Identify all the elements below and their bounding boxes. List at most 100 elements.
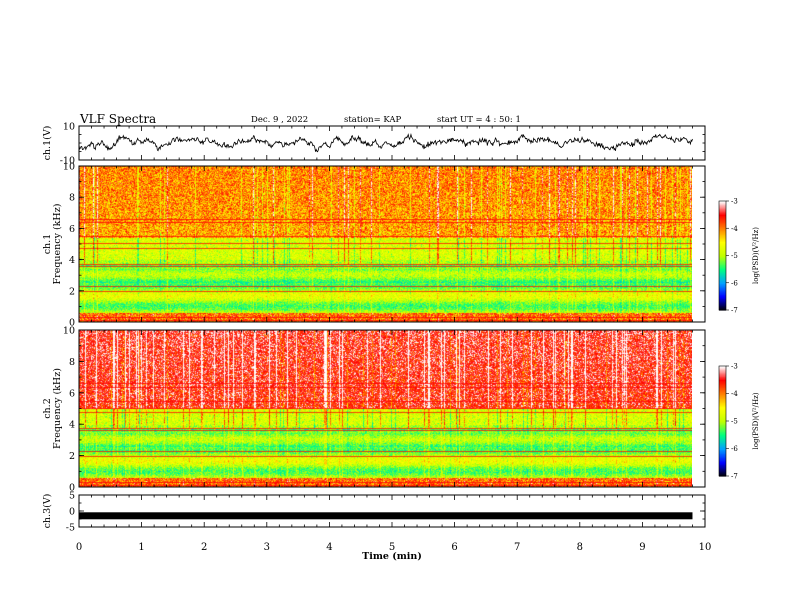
colorbar-2-swatch [719, 443, 726, 445]
ch1-freq-axis-label: Frequency (kHz) [52, 204, 63, 285]
colorbar-2-swatch [719, 390, 726, 393]
colorbar-2-swatch [719, 404, 726, 407]
colorbar-1-swatch [719, 271, 726, 274]
colorbar-2-swatch [719, 449, 726, 452]
colorbar-1-swatch [719, 251, 726, 254]
colorbar-2-swatch [719, 459, 726, 462]
header-start-ut: start UT = 4 : 50: 1 [437, 115, 521, 125]
colorbar-1-swatch [719, 266, 726, 269]
colorbar-1-swatch [719, 252, 726, 255]
colorbar-2-swatch [719, 374, 726, 377]
colorbar-2-swatch [719, 438, 726, 441]
colorbar-1-swatch [719, 301, 726, 304]
colorbar-1-swatch [719, 288, 726, 291]
colorbar-1-swatch [719, 228, 726, 231]
colorbar-2-swatch [719, 434, 726, 437]
colorbar-1-swatch [719, 239, 726, 242]
colorbar-1-swatch [719, 229, 726, 232]
ch1-trace-line [78, 133, 693, 153]
colorbar-1-swatch [719, 278, 726, 281]
colorbar-1-swatch [719, 240, 726, 243]
colorbar-2-swatch [719, 399, 726, 401]
colorbar-2-swatch [719, 418, 726, 421]
colorbar-2-swatch [719, 392, 726, 395]
colorbar-2-swatch [719, 415, 726, 418]
colorbar-2-swatch [719, 389, 726, 392]
colorbar-1-swatch [719, 202, 726, 205]
colorbar-2-swatch [719, 426, 726, 429]
colorbar-2-swatch [719, 419, 726, 422]
colorbar-2-swatch [719, 444, 726, 447]
colorbar-1-swatch [719, 203, 726, 206]
colorbar-1-swatch [719, 217, 726, 220]
colorbar-1-swatch [719, 300, 726, 303]
colorbar-2-swatch [719, 429, 726, 432]
colorbar-1-swatch [719, 255, 726, 258]
colorbar-2-swatch [719, 422, 726, 425]
colorbar-2-swatch [719, 383, 726, 386]
ch2-freq-axis-label: Frequency (kHz) [52, 368, 63, 449]
colorbar-2-swatch [719, 471, 726, 474]
y-tick-label: 2 [69, 286, 75, 297]
colorbar-1-swatch [719, 290, 726, 293]
colorbar-2-swatch [719, 463, 726, 466]
y-tick-label: 6 [69, 388, 75, 399]
colorbar-2-swatch [719, 432, 726, 434]
colorbar-2-swatch [719, 367, 726, 370]
colorbar-1-swatch [719, 224, 726, 227]
colorbar-1-swatch [719, 213, 726, 216]
colorbar-1-swatch [719, 222, 726, 225]
colorbar-2-swatch [719, 458, 726, 461]
header-title: VLF Spectra [80, 112, 157, 126]
colorbar-2-swatch [719, 470, 726, 473]
colorbar-1-swatch [719, 305, 726, 308]
colorbar-1-swatch [719, 269, 726, 272]
trace-layer [78, 133, 693, 520]
colorbar-2-swatch [719, 408, 726, 411]
colorbar-1-swatch [719, 230, 726, 233]
colorbar-1-swatch [719, 243, 726, 246]
colorbar-2-swatch [719, 371, 726, 374]
x-tick-label: 4 [326, 542, 332, 553]
colorbar-2-swatch [719, 407, 726, 410]
x-tick-label: 10 [699, 542, 712, 553]
y-tick-label: 10 [63, 162, 75, 173]
y-tick-label: 0 [69, 507, 75, 518]
colorbar-2-swatch [719, 386, 726, 389]
colorbar-tick-label: -3 [731, 363, 738, 371]
colorbar-2-swatch [719, 448, 726, 451]
colorbar-2-swatch [719, 427, 726, 430]
ch3-axis-label: ch.3(V) [42, 494, 53, 529]
spectrogram-ch2-image [79, 330, 692, 487]
colorbar-2-swatch [719, 423, 726, 426]
colorbar-1-swatch [719, 263, 726, 266]
ch2-spec-channel-label: ch.2 [42, 398, 53, 419]
colorbar-1-swatch [719, 270, 726, 273]
colorbar-2-swatch [719, 401, 726, 404]
colorbar-1-swatch [719, 262, 726, 265]
colorbar-1-swatch [719, 282, 726, 285]
colorbar-2-swatch [719, 366, 726, 368]
colorbar-tick-label: -5 [731, 418, 738, 426]
colorbar-1-swatch [719, 277, 726, 280]
colorbar-1-swatch [719, 247, 726, 250]
colorbar-tick-label: -7 [731, 473, 738, 481]
colorbar-tick-label: -5 [731, 252, 738, 260]
colorbar-1-swatch [719, 296, 726, 299]
colorbar-1-swatch [719, 304, 726, 307]
colorbar-2-swatch [719, 473, 726, 476]
y-tick-label: 6 [69, 224, 75, 235]
colorbar-2-swatch [719, 393, 726, 396]
x-axis-title: Time (min) [362, 551, 422, 562]
colorbar-2-swatch [719, 455, 726, 458]
colorbar-tick-label: -6 [731, 279, 738, 287]
colorbar-2-swatch [719, 388, 726, 390]
colorbar-1-swatch [719, 265, 726, 267]
colorbar-1-swatch [719, 214, 726, 217]
colorbar-1-swatch [719, 295, 726, 297]
colorbar-2-swatch [719, 412, 726, 415]
colorbar-2-swatch [719, 451, 726, 454]
colorbar-1-swatch [719, 267, 726, 270]
